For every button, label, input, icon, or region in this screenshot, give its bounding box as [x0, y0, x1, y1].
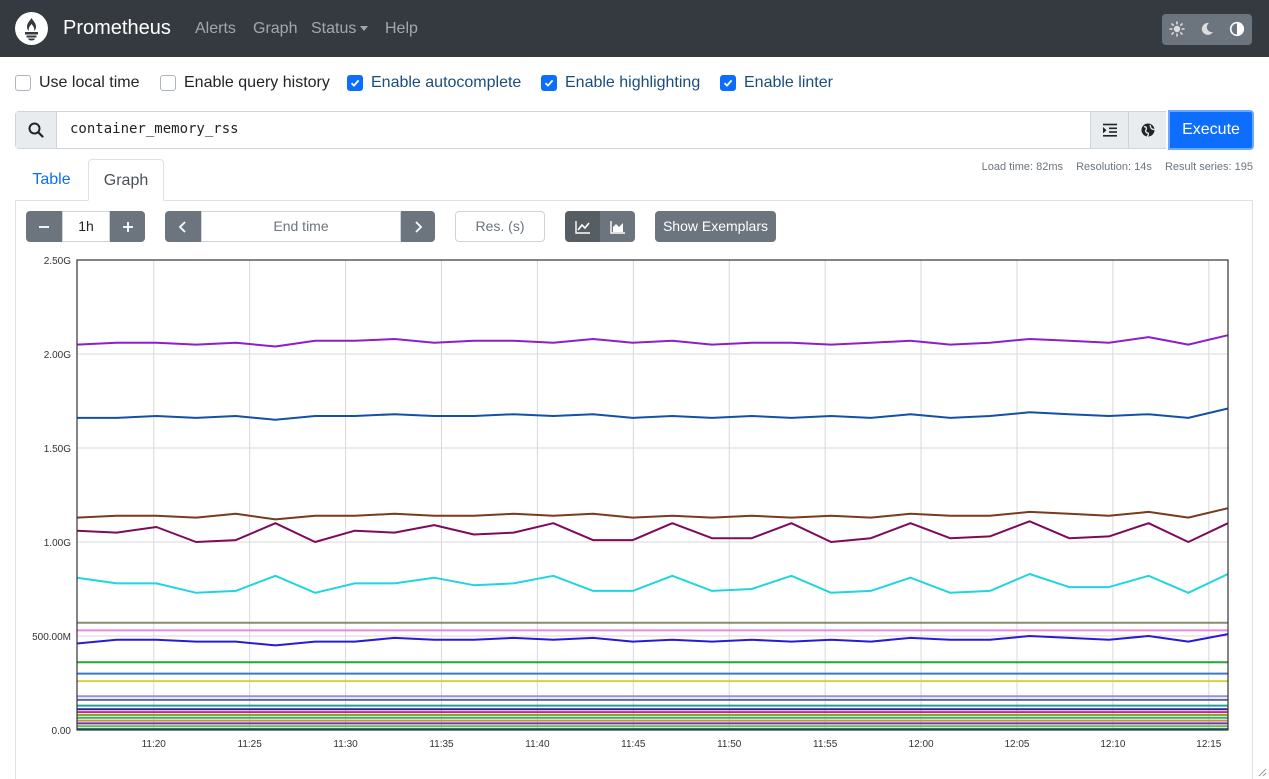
chevron-left-icon: [178, 220, 186, 233]
series-maroon-line: [76, 520, 1229, 543]
nav-status-dropdown[interactable]: Status: [311, 20, 369, 38]
chevron-right-icon: [415, 220, 423, 233]
theme-light-button[interactable]: [1162, 14, 1192, 45]
expression-input[interactable]: container_memory_rss: [70, 121, 239, 137]
plot-border: [76, 259, 1229, 731]
x-tick-label: 12:10: [1100, 739, 1125, 750]
checkbox-enable-linter[interactable]: [720, 75, 736, 91]
stacked-chart-button[interactable]: [600, 211, 635, 242]
half-circle-icon: [1229, 21, 1245, 37]
format-expression-button[interactable]: [1090, 112, 1128, 148]
search-addon: [16, 112, 57, 148]
earlier-end-time-button[interactable]: [165, 211, 201, 242]
indent-icon: [1103, 123, 1117, 137]
x-tick-label: 12:15: [1196, 739, 1221, 750]
checkmark-icon: [544, 79, 554, 87]
y-tick-label: 1.50G: [44, 444, 71, 455]
checkbox-enable-autocomplete[interactable]: [347, 75, 363, 91]
range-input[interactable]: 1h: [62, 211, 110, 242]
search-icon: [28, 122, 44, 138]
increase-range-button[interactable]: [110, 211, 145, 242]
query-stats: Load time: 82ms Resolution: 14s Result s…: [972, 161, 1253, 173]
tab-graph[interactable]: Graph: [88, 159, 164, 201]
x-tick-label: 11:50: [717, 739, 742, 750]
series-purple-line: [76, 334, 1229, 348]
x-tick-label: 11:20: [142, 739, 167, 750]
resize-grip-icon[interactable]: [1257, 767, 1267, 777]
x-tick-label: 12:00: [909, 739, 934, 750]
nav-graph[interactable]: Graph: [253, 20, 298, 37]
brand-name[interactable]: Prometheus: [63, 17, 171, 39]
decrease-range-button[interactable]: [26, 211, 62, 242]
area-chart-icon: [609, 220, 625, 234]
series-blue-line: [76, 633, 1229, 647]
series-cyan-line: [76, 573, 1229, 594]
theme-toggle-group: [1162, 14, 1252, 45]
x-tick-label: 11:25: [238, 739, 263, 750]
moon-icon: [1201, 22, 1213, 35]
theme-dark-button[interactable]: [1192, 14, 1222, 45]
checkbox-enable-highlighting[interactable]: [541, 75, 557, 91]
x-tick-label: 11:30: [333, 739, 358, 750]
graph-chart[interactable]: 0.00 500.00M 1.00G 1.50G 2.00G 2.50G 11:20 11:2…: [0, 250, 1260, 760]
unstacked-chart-button[interactable]: [565, 211, 600, 242]
line-chart-icon: [574, 220, 590, 234]
globe-icon: [1141, 123, 1156, 137]
series-navy-line: [77, 407, 1229, 421]
nav-help[interactable]: Help: [385, 20, 418, 37]
option-label: Enable highlighting: [565, 74, 701, 91]
chevron-down-icon: [360, 26, 369, 32]
x-tick-label: 11:55: [813, 739, 838, 750]
plus-icon: [122, 221, 133, 232]
later-end-time-button[interactable]: [401, 211, 435, 242]
graph-panel: [15, 200, 1253, 779]
y-tick-label: 500.00M: [32, 632, 71, 643]
x-tick-label: 11:45: [621, 739, 646, 750]
y-tick-label: 1.00G: [44, 538, 71, 549]
resolution-input[interactable]: Res. (s): [455, 211, 545, 242]
metrics-explorer-button[interactable]: [1128, 112, 1166, 148]
option-label: Enable linter: [744, 74, 833, 91]
checkbox-enable-query-history[interactable]: [160, 75, 176, 91]
y-tick-label: 0.00: [52, 726, 72, 737]
tab-table[interactable]: Table: [32, 171, 71, 188]
option-label: Enable autocomplete: [371, 74, 522, 91]
minus-icon: [39, 225, 49, 228]
x-tick-label: 11:40: [525, 739, 550, 750]
series-brown-line: [76, 507, 1229, 521]
result-series: Result series: 195: [1164, 161, 1253, 173]
option-label: Use local time: [39, 74, 140, 91]
expression-input-group: container_memory_rss: [15, 111, 1166, 149]
option-label: Enable query history: [184, 74, 330, 91]
prometheus-logo-icon[interactable]: [15, 12, 48, 45]
theme-auto-button[interactable]: [1222, 14, 1252, 45]
y-tick-label: 2.00G: [44, 350, 71, 361]
y-tick-label: 2.50G: [44, 256, 71, 267]
navbar: Prometheus Alerts Graph Status Help: [0, 0, 1269, 57]
nav-status-label: Status: [311, 20, 357, 37]
checkbox-use-local-time[interactable]: [15, 75, 31, 91]
x-tick-label: 11:35: [429, 739, 454, 750]
nav-alerts[interactable]: Alerts: [195, 20, 236, 37]
load-time: Load time: 82ms: [981, 161, 1063, 173]
execute-button[interactable]: Execute: [1168, 110, 1254, 150]
resolution: Resolution: 14s: [1076, 161, 1152, 173]
end-time-input[interactable]: End time: [201, 211, 401, 242]
show-exemplars-button[interactable]: Show Exemplars: [655, 211, 776, 242]
sun-icon: [1169, 21, 1185, 37]
checkmark-icon: [723, 79, 733, 87]
checkmark-icon: [350, 79, 360, 87]
x-tick-label: 12:05: [1004, 739, 1029, 750]
